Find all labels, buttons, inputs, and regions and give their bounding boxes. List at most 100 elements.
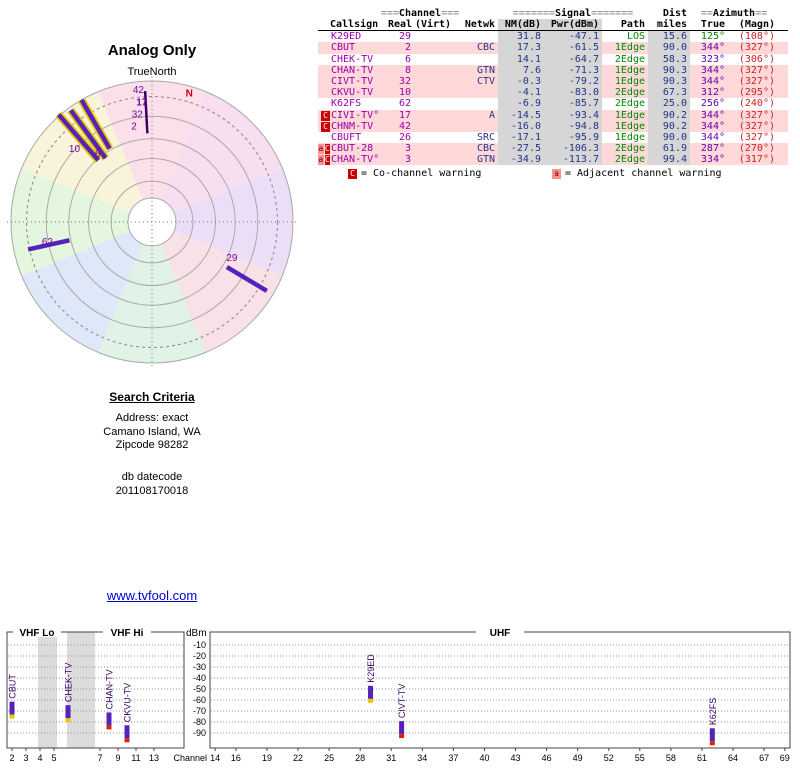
adjacent-channel-warning-icon: a	[318, 144, 324, 155]
table-row: CIVT-TV 32 CTV -0.3 -79.2 1Edge 90.3 344° (327°)	[318, 75, 788, 88]
true-azimuth-cell: 312°	[700, 87, 725, 99]
radar-channel-label: 17	[136, 97, 148, 108]
table-row: CKVU-TV 10 -4.1 -83.0 2Edge 67.3 312° (295°)	[318, 87, 788, 99]
noise-margin-cell: 17.3	[498, 42, 544, 54]
adjacent-channel-warning-icon: a	[552, 169, 561, 179]
channel-axis-label: Channel	[173, 753, 207, 763]
co-channel-warning-icon: C	[321, 121, 330, 132]
x-tick-label: 55	[635, 753, 645, 763]
signal-line	[143, 90, 149, 134]
radar-ring	[45, 115, 259, 329]
signal-bar-label: CHAN-TV	[105, 669, 115, 709]
magnetic-azimuth-cell: (295°)	[738, 87, 775, 99]
network-cell: CBC	[476, 143, 495, 155]
vhf-hi-label: VHF Hi	[111, 628, 144, 639]
real-channel-cell: 32	[398, 75, 411, 87]
x-tick-label: 61	[697, 753, 707, 763]
network-cell: SRC	[476, 131, 495, 143]
x-tick-label: 5	[51, 753, 56, 763]
noise-margin-cell: 7.6	[498, 64, 544, 76]
vhf-box	[6, 631, 185, 749]
table-row: C CHNM-TV 42 -16.0 -94.8 1Edge 90.2 344° (327°)	[318, 120, 788, 132]
virtual-channel-cell	[414, 143, 452, 154]
x-tick-label: 37	[448, 753, 458, 763]
address-line: Address: exact	[115, 412, 189, 424]
radar-sector	[21, 222, 152, 353]
warning-markers	[318, 132, 330, 143]
radar-channel-label: 32	[132, 109, 144, 120]
vhf-shaded-band	[67, 632, 95, 748]
distance-cell: 58.3	[648, 53, 690, 65]
x-tick-label: 49	[573, 753, 583, 763]
path-cell: 2Edge	[614, 87, 645, 99]
distance-cell: 90.0	[648, 42, 690, 54]
x-tick-label: 67	[759, 753, 769, 763]
column-header: Path	[620, 19, 645, 31]
radar-channel-label: 10	[69, 144, 81, 155]
signal-line	[56, 113, 101, 162]
column-header: (Virt)	[414, 19, 452, 31]
callsign-cell: CBUT	[331, 42, 356, 54]
y-tick-label: -40	[193, 673, 206, 683]
callsign-cell: K62FS	[331, 98, 362, 110]
signal-group-header: =======Signal=======	[512, 8, 634, 19]
warning-markers	[318, 76, 330, 87]
power-cell: -93.4	[544, 109, 602, 121]
distance-cell: 61.9	[648, 143, 690, 155]
radar-dashed-ring	[26, 96, 278, 348]
x-tick-label: 31	[386, 753, 396, 763]
tvfool-link[interactable]: www.tvfool.com	[106, 588, 198, 603]
path-cell: 1Edge	[614, 109, 645, 121]
signal-bar-tip	[368, 698, 374, 703]
distance-cell: 99.4	[648, 154, 690, 166]
magnetic-azimuth-cell: (317°)	[738, 154, 775, 166]
network-cell	[452, 31, 498, 42]
x-tick-label: 16	[231, 753, 241, 763]
search-criteria-block: Address: exact Camano Island, WA Zipcode…	[40, 412, 264, 453]
distance-cell: 90.2	[648, 120, 690, 132]
signal-bar	[709, 728, 715, 742]
x-tick-label: 2	[9, 753, 14, 763]
co-channel-warning-icon: C	[324, 155, 330, 166]
distance-cell: 67.3	[648, 87, 690, 99]
power-cell: -61.5	[544, 42, 602, 54]
x-tick-label: 58	[666, 753, 676, 763]
warning-markers: C	[318, 121, 330, 132]
radar-sector	[152, 222, 283, 353]
warning-markers	[318, 98, 330, 109]
distance-cell: 90.2	[648, 109, 690, 121]
signal-bar-label: CKVU-TV	[123, 683, 133, 723]
distance-cell: 90.3	[648, 75, 690, 88]
real-channel-cell: 26	[398, 131, 411, 143]
zipcode-line: Zipcode 98282	[115, 439, 189, 451]
warning-markers: C	[318, 110, 330, 121]
signal-bar	[368, 685, 374, 699]
real-channel-cell: 42	[398, 120, 411, 132]
x-tick-label: 19	[262, 753, 272, 763]
x-tick-label: 9	[115, 753, 120, 763]
signal-power-chart: -10-20-30-40-50-60-70-80-90 VHF Lo VHF Hi U…	[6, 626, 791, 763]
magnetic-azimuth-cell: (327°)	[738, 75, 775, 87]
section-label-bg	[103, 626, 151, 637]
true-azimuth-cell: 287°	[700, 143, 725, 155]
section-label-bg	[13, 626, 61, 637]
x-tick-label: 11	[131, 753, 140, 763]
true-azimuth-cell: 125°	[700, 31, 725, 43]
path-cell: 2Edge	[614, 98, 645, 110]
radar-channel-label: 6	[95, 149, 101, 160]
virtual-channel-cell	[414, 54, 452, 65]
real-channel-cell: 2	[404, 42, 411, 54]
path-cell: 1Edge	[614, 131, 645, 143]
db-datecode-block: db datecode 201108170018	[40, 471, 264, 498]
power-cell: -79.2	[544, 75, 602, 88]
callsign-cell: CBUT-28	[331, 143, 374, 155]
power-cell: -94.8	[544, 120, 602, 132]
magnetic-azimuth-cell: (327°)	[738, 131, 775, 143]
vhf-lo-label: VHF Lo	[20, 628, 55, 639]
x-tick-label: 40	[479, 753, 489, 763]
virtual-channel-cell	[414, 87, 452, 98]
radar-sector	[152, 168, 293, 276]
column-header: True	[700, 19, 725, 31]
